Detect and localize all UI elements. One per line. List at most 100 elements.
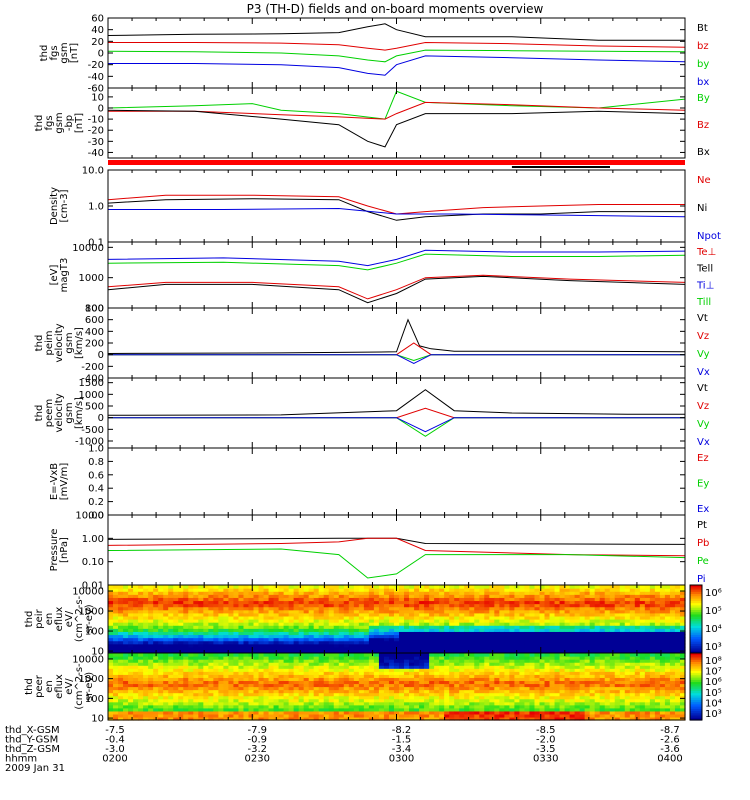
spectrogram-cell [444, 710, 450, 715]
spectrogram-cell [459, 683, 465, 688]
spectrogram-cell [163, 612, 169, 617]
spectrogram-cell [544, 622, 551, 626]
spectrogram-cell [494, 591, 500, 595]
spectrogram-cell [343, 677, 350, 682]
spectrogram-cell [604, 628, 611, 632]
spectrogram-cell [323, 606, 330, 611]
spectrogram-cell [333, 689, 340, 694]
spectrogram-cell [203, 683, 209, 688]
spectrogram-cell [464, 707, 470, 712]
spectrogram-cell [188, 640, 194, 645]
spectrogram-cell [449, 716, 455, 721]
spectrogram-cell [198, 625, 204, 629]
spectrogram-cell [193, 683, 199, 688]
spectrogram-cell [489, 646, 495, 651]
spectrogram-cell [243, 646, 250, 651]
spectrogram-cell [218, 698, 224, 703]
spectrogram-cell [118, 677, 124, 682]
spectrogram-cell [218, 680, 224, 685]
spectrogram-cell [223, 619, 230, 623]
spectrogram-cell [454, 716, 460, 721]
spectrogram-cell [639, 631, 646, 636]
spectrogram-cell [343, 600, 350, 605]
spectrogram-cell [163, 671, 169, 675]
spectrogram-cell [193, 634, 199, 639]
spectrogram-cell [444, 588, 450, 592]
spectrogram-cell [348, 591, 355, 595]
spectrogram-cell [163, 625, 169, 629]
spectrogram-cell [449, 597, 455, 602]
spectrogram-cell [444, 656, 450, 660]
spectrogram-cell [233, 637, 240, 642]
series-line-Ni [107, 198, 685, 221]
spectrogram-cell [504, 594, 510, 598]
spectrogram-cell [373, 668, 380, 672]
spectrogram-cell [108, 643, 114, 648]
spectrogram-cell [459, 713, 465, 718]
spectrogram-cell [373, 591, 380, 595]
spectrogram-cell [348, 671, 355, 675]
spectrogram-cell [368, 640, 375, 645]
spectrogram-cell [338, 653, 345, 657]
spectrogram-cell [223, 668, 230, 672]
spectrogram-cell [479, 634, 485, 639]
legend-entry: Vy [697, 419, 710, 430]
spectrogram-cell [128, 603, 134, 608]
spectrogram-cell [353, 716, 360, 721]
spectrogram-cell [564, 606, 571, 611]
spectrogram-cell [158, 637, 164, 642]
y-axis-label: thd [34, 335, 45, 352]
spectrogram-cell [594, 631, 601, 636]
spectrogram-cell [609, 591, 616, 595]
spectrogram-cell [128, 600, 134, 605]
spectrogram-cell [223, 631, 230, 636]
spectrogram-cell [574, 591, 581, 595]
spectrogram-cell [168, 588, 174, 592]
spectrogram-cell [333, 665, 340, 669]
spectrogram-cell [484, 591, 490, 595]
spectrogram-cell [419, 707, 425, 712]
y-tick-label: 1000 [79, 273, 104, 284]
spectrogram-cell [479, 686, 485, 691]
spectrogram-cell [444, 665, 450, 669]
spectrogram-cell [348, 677, 355, 682]
spectrogram-cell [604, 597, 611, 602]
spectrogram-cell [444, 603, 450, 608]
spectrogram-cell [128, 634, 134, 639]
spectrogram-cell [138, 701, 144, 706]
spectrogram-cell [303, 653, 310, 657]
spectrogram-cell [313, 622, 320, 626]
spectrogram-cell [253, 603, 260, 608]
spectrogram-cell [409, 695, 415, 700]
spectrogram-cell [153, 701, 159, 706]
spectrogram-cell [494, 637, 500, 642]
spectrogram-cell [173, 619, 179, 623]
spectrogram-cell [288, 631, 295, 636]
spectrogram-cell [163, 716, 169, 721]
spectrogram-cell [514, 612, 521, 617]
spectrogram-cell [424, 686, 430, 691]
spectrogram-cell [494, 597, 500, 602]
spectrogram-cell [343, 603, 350, 608]
spectrogram-cell [153, 609, 159, 614]
spectrogram-cell [333, 591, 340, 595]
spectrogram-cell [168, 615, 174, 620]
spectrogram-cell [358, 668, 365, 672]
spectrogram-cell [624, 600, 631, 605]
spectrogram-cell [348, 689, 355, 694]
spectrogram-cell [238, 625, 245, 629]
spectrogram-cell [494, 677, 500, 682]
spectrogram-cell [333, 653, 340, 657]
spectrogram-cell [138, 668, 144, 672]
spectrogram-cell [469, 662, 475, 666]
spectrogram-cell [358, 609, 365, 614]
spectrogram-cell [128, 591, 134, 595]
spectrogram-cell [238, 671, 245, 675]
spectrogram-cell [273, 683, 280, 688]
spectrogram-cell [153, 637, 159, 642]
spectrogram-cell [454, 606, 460, 611]
spectrogram-cell [173, 710, 179, 715]
spectrogram-cell [373, 625, 380, 629]
spectrogram-cell [388, 665, 395, 669]
spectrogram-cell [343, 649, 350, 654]
